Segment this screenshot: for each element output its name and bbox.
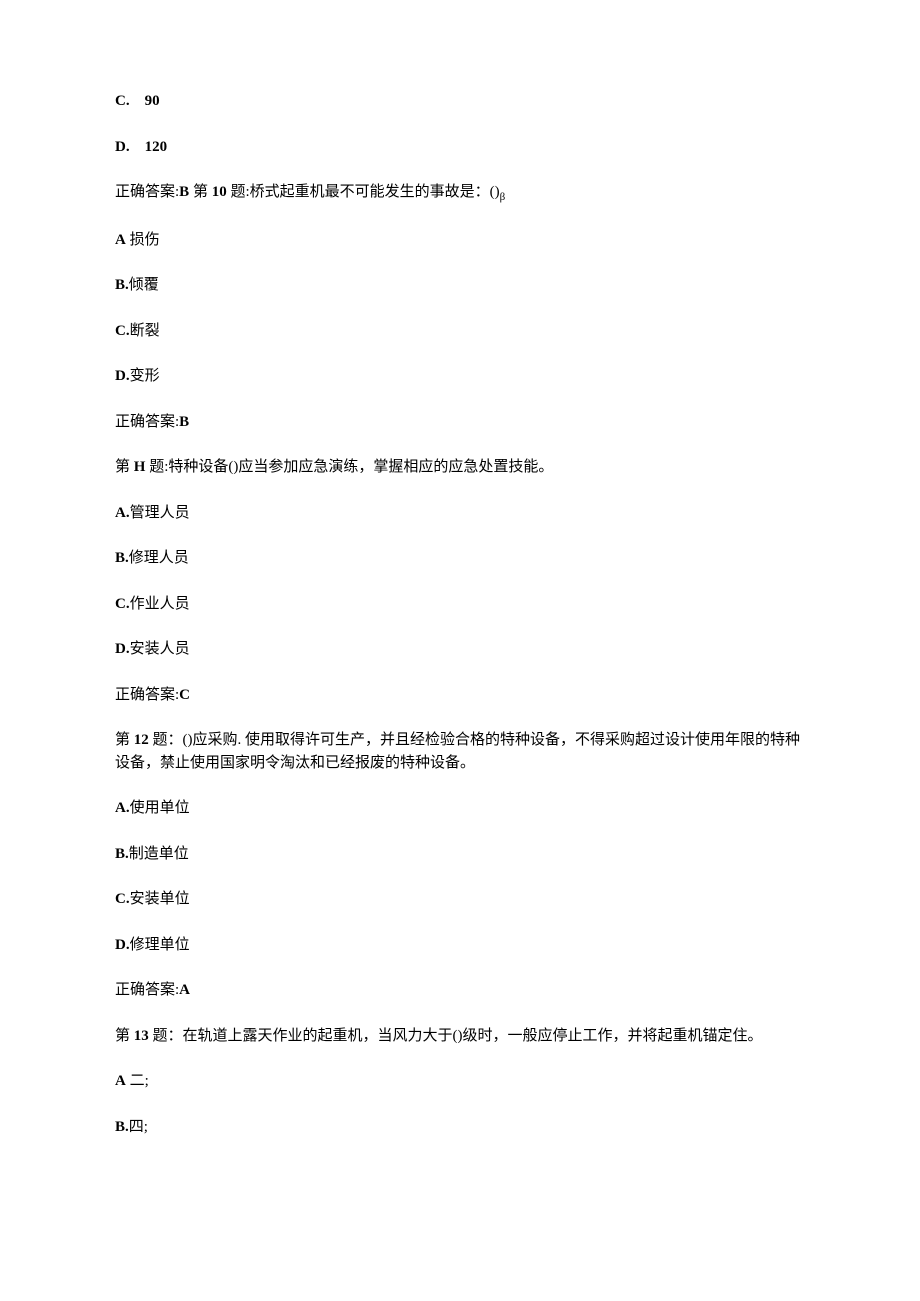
opt-label: D. <box>115 937 130 953</box>
answer-value: C <box>179 687 190 703</box>
opt-label: A. <box>115 505 130 521</box>
opt-text: 安装人员 <box>130 641 190 657</box>
q11-option-d: D.安装人员 <box>115 638 805 661</box>
q11-answer: 正确答案:C <box>115 684 805 707</box>
opt-label: C. <box>115 596 130 612</box>
opt-label: B. <box>115 550 129 566</box>
q13-option-b: B.四; <box>115 1116 805 1139</box>
document-page: C. 90 D. 120 正确答案:B 第 10 题:桥式起重机最不可能发生的事… <box>0 0 920 1221</box>
opt-text: 使用单位 <box>130 800 190 816</box>
opt-text: 二; <box>126 1073 149 1089</box>
q13-prefix: 第 <box>115 1028 134 1044</box>
q13-stem: 第 13 题：在轨道上露天作业的起重机，当风力大于()级时，一般应停止工作，并将… <box>115 1025 805 1048</box>
opt-label: A <box>115 232 126 248</box>
opt-text: 安装单位 <box>130 891 190 907</box>
opt-label: B. <box>115 846 129 862</box>
q13-number: 13 <box>134 1028 149 1044</box>
opt-text: 修理人员 <box>129 550 189 566</box>
answer-prefix: 正确答案: <box>115 414 179 430</box>
answer-value: A <box>179 982 190 998</box>
q10-option-b: B.倾覆 <box>115 274 805 297</box>
q12-stem: 第 12 题：()应采购. 使用取得许可生产，并且经检验合格的特种设备，不得采购… <box>115 729 805 774</box>
q12-option-c: C.安装单位 <box>115 888 805 911</box>
opt-label: A. <box>115 800 130 816</box>
q10-text: 题:桥式起重机最不可能发生的事故是：() <box>227 184 500 200</box>
q12-answer: 正确答案:A <box>115 979 805 1002</box>
q11-option-a: A.管理人员 <box>115 502 805 525</box>
q12-text: 题：()应采购. 使用取得许可生产，并且经检验合格的特种设备，不得采购超过设计使… <box>115 732 800 771</box>
answer-prefix: 正确答案: <box>115 184 179 200</box>
q11-prefix: 第 <box>115 459 134 475</box>
opt-label: B. <box>115 1119 129 1135</box>
q11-text: 题:特种设备()应当参加应急演练，掌握相应的应急处置技能。 <box>145 459 553 475</box>
q12-option-d: D.修理单位 <box>115 934 805 957</box>
answer-and-q10: 正确答案:B 第 10 题:桥式起重机最不可能发生的事故是：()β <box>115 181 805 206</box>
answer-value-b: B <box>179 184 189 200</box>
q11-stem: 第 H 题:特种设备()应当参加应急演练，掌握相应的应急处置技能。 <box>115 456 805 479</box>
q13-text: 题：在轨道上露天作业的起重机，当风力大于()级时，一般应停止工作，并将起重机锚定… <box>149 1028 763 1044</box>
answer-prefix: 正确答案: <box>115 687 179 703</box>
opt-label: D. <box>115 641 130 657</box>
q12-option-a: A.使用单位 <box>115 797 805 820</box>
q10-number: 10 <box>212 184 227 200</box>
q10-option-d: D.变形 <box>115 365 805 388</box>
answer-value: B <box>179 414 189 430</box>
q12-number: 12 <box>134 732 149 748</box>
q10-option-c: C.断裂 <box>115 320 805 343</box>
opt-text: 作业人员 <box>130 596 190 612</box>
q12-prefix: 第 <box>115 732 134 748</box>
q10-option-a: A 损伤 <box>115 229 805 252</box>
opt-label: B. <box>115 277 129 293</box>
q10-answer: 正确答案:B <box>115 411 805 434</box>
opt-text: 损伤 <box>126 232 160 248</box>
opt-label: A <box>115 1073 126 1089</box>
q10-prefix: 第 <box>189 184 212 200</box>
opt-text: 修理单位 <box>130 937 190 953</box>
option-c-90: C. 90 <box>115 90 805 113</box>
q12-option-b: B.制造单位 <box>115 843 805 866</box>
opt-text: 断裂 <box>130 323 160 339</box>
q11-number: H <box>134 459 146 475</box>
opt-label: C. <box>115 891 130 907</box>
answer-prefix: 正确答案: <box>115 982 179 998</box>
opt-text: 倾覆 <box>129 277 159 293</box>
q11-option-c: C.作业人员 <box>115 593 805 616</box>
opt-text: 制造单位 <box>129 846 189 862</box>
opt-label: C. <box>115 323 130 339</box>
opt-text: 变形 <box>130 368 160 384</box>
opt-text: 四; <box>129 1119 148 1135</box>
option-d-120: D. 120 <box>115 136 805 159</box>
opt-label: D. <box>115 368 130 384</box>
q13-option-a: A 二; <box>115 1070 805 1093</box>
q11-option-b: B.修理人员 <box>115 547 805 570</box>
opt-text: 管理人员 <box>130 505 190 521</box>
q10-subscript: β <box>500 191 506 203</box>
